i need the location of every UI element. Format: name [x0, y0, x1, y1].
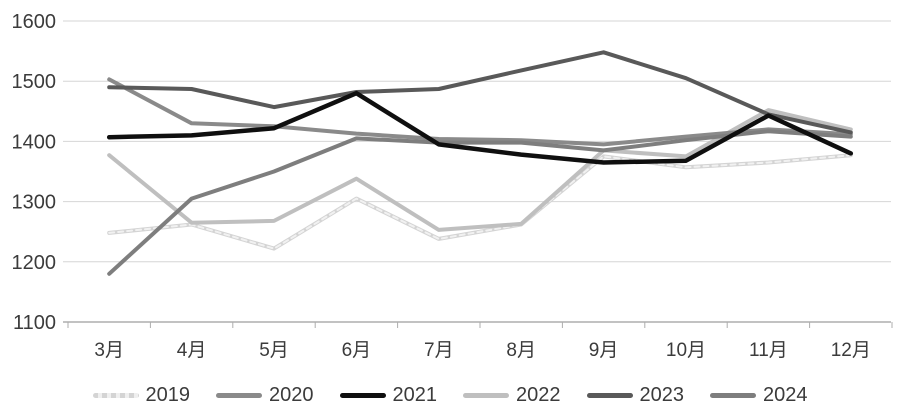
legend-item-2019: 2019 [92, 384, 191, 406]
x-axis-label: 6月 [342, 340, 372, 361]
y-axis-label: 1600 [12, 11, 57, 33]
x-axis-label: 4月 [177, 340, 207, 361]
y-axis-label: 1200 [12, 252, 57, 274]
x-axis-label: 11月 [749, 340, 788, 361]
legend-item-2023: 2023 [586, 384, 685, 406]
legend-swatch-2024 [710, 392, 756, 398]
legend-label-2024: 2024 [763, 384, 808, 406]
legend: 2019 2020 2021 2022 2023 2024 [0, 380, 900, 410]
legend-swatch-2021 [339, 392, 386, 398]
legend-label-2023: 2023 [639, 384, 685, 406]
legend-item-2024: 2024 [710, 385, 808, 405]
y-axis-label: 1300 [12, 192, 57, 214]
legend-swatch-2022 [463, 392, 509, 398]
legend-label-2020: 2020 [269, 384, 314, 406]
x-axis-label: 9月 [589, 340, 619, 361]
y-axis-label: 1500 [12, 71, 57, 93]
series-line-2022 [107, 108, 853, 232]
y-axis-label: 1100 [13, 312, 56, 334]
legend-item-2022: 2022 [463, 385, 561, 405]
legend-swatch-2020 [216, 392, 262, 398]
series-line-2023 [107, 50, 853, 135]
x-axis-label: 3月 [94, 340, 124, 361]
legend-label-2019: 2019 [145, 384, 191, 406]
series-line-2024 [107, 129, 853, 276]
x-axis-label: 12月 [831, 340, 871, 361]
legend-swatch-2019 [92, 392, 139, 398]
x-axis-label: 7月 [424, 340, 454, 361]
legend-label-2022: 2022 [516, 384, 561, 406]
x-axis-label: 10月 [666, 340, 706, 361]
y-axis-label: 1400 [12, 131, 57, 153]
legend-item-2020: 2020 [216, 385, 314, 405]
series-line-2021 [106, 90, 854, 165]
legend-swatch-2023 [586, 392, 633, 398]
series-line-texture-2019 [108, 154, 852, 250]
x-axis-label: 8月 [506, 340, 536, 361]
x-axis-label: 5月 [259, 340, 289, 361]
series-line-2020 [107, 77, 853, 147]
plot-area: 1100 1200 1300 1400 1500 1600 3月 4月 5月 6月 7月 8月 9月 10… [12, 11, 893, 361]
legend-label-2021: 2021 [392, 384, 438, 406]
legend-item-2021: 2021 [339, 384, 438, 406]
